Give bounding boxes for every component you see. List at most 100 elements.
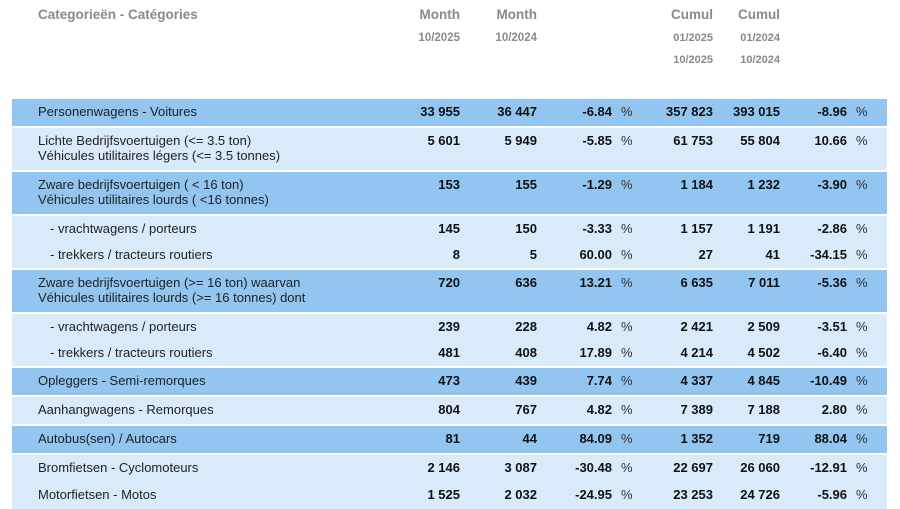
- table-row: - vrachtwagens / porteurs 145 150 -3.33 …: [12, 216, 887, 242]
- month-previous-value: 767: [515, 402, 537, 418]
- table-row: Personenwagens - Voitures 33 955 36 447 …: [12, 99, 887, 126]
- month-pct-change: -3.33: [582, 220, 612, 236]
- cumul-current-period-to: 10/2025: [673, 54, 713, 66]
- cumul-previous-value: 1 232: [747, 177, 780, 192]
- month-previous-value: 439: [515, 373, 537, 389]
- month-previous-value: 5: [529, 246, 537, 262]
- cumul-previous-header: Cumul: [738, 7, 780, 22]
- month-pct-change: -5.85: [582, 133, 612, 148]
- cumul-pct-change: -12.91: [810, 460, 847, 476]
- month-current-value: 153: [438, 177, 460, 192]
- percent-sign: %: [621, 104, 633, 120]
- cumul-pct-change: -2.86: [817, 220, 847, 236]
- cumul-previous-value: 24 726: [740, 487, 780, 503]
- cumul-current-header: Cumul: [671, 7, 713, 22]
- category-label: Personenwagens - Voitures: [38, 104, 197, 120]
- percent-sign: %: [621, 177, 633, 192]
- month-previous-value: 36 447: [497, 104, 537, 120]
- table-row: Zware bedrijfsvoertuigen (>= 16 ton) waa…: [12, 270, 887, 312]
- cumul-current-value: 1 184: [680, 177, 713, 192]
- cumul-pct-change: 2.80: [821, 402, 847, 418]
- category-label: Zware bedrijfsvoertuigen (>= 16 ton) waa…: [38, 275, 306, 305]
- month-current-value: 239: [438, 318, 460, 334]
- cumul-previous-period-from: 01/2024: [740, 32, 780, 44]
- cumul-current-value: 61 753: [673, 133, 713, 148]
- cumul-pct-change: -6.40: [817, 344, 847, 360]
- month-pct-change: 4.82: [586, 318, 612, 334]
- month-previous-value: 3 087: [504, 460, 537, 476]
- month-current-value: 1 525: [427, 487, 460, 503]
- category-label: Aanhangwagens - Remorques: [38, 402, 214, 418]
- month-current-period: 10/2025: [418, 32, 460, 44]
- percent-sign: %: [621, 133, 633, 148]
- cumul-pct-change: 88.04: [814, 431, 847, 447]
- percent-sign: %: [856, 104, 868, 120]
- category-column-header: Categorieën - Catégories: [38, 7, 198, 22]
- month-current-value: 720: [438, 275, 460, 290]
- cumul-previous-value: 26 060: [740, 460, 780, 476]
- category-label: - vrachtwagens / porteurs: [50, 220, 197, 236]
- cumul-pct-change: -5.36: [817, 275, 847, 290]
- percent-sign: %: [621, 373, 633, 389]
- percent-sign: %: [856, 402, 868, 418]
- cumul-current-value: 1 352: [680, 431, 713, 447]
- percent-sign: %: [856, 373, 868, 389]
- cumul-previous-value: 393 015: [733, 104, 780, 120]
- category-label: Bromfietsen - Cyclomoteurs: [38, 460, 199, 476]
- cumul-pct-change: -5.96: [817, 487, 847, 503]
- table-row: Zware bedrijfsvoertuigen ( < 16 ton) Véh…: [12, 172, 887, 214]
- month-pct-change: -24.95: [575, 487, 612, 503]
- table-row: - trekkers / tracteurs routiers 481 408 …: [12, 340, 887, 366]
- cumul-previous-value: 2 509: [747, 318, 780, 334]
- category-label: Autobus(sen) / Autocars: [38, 431, 177, 447]
- month-current-value: 145: [438, 220, 460, 236]
- cumul-pct-change: -34.15: [810, 246, 847, 262]
- category-label: - vrachtwagens / porteurs: [50, 318, 197, 334]
- cumul-current-value: 22 697: [673, 460, 713, 476]
- percent-sign: %: [621, 487, 633, 503]
- cumul-previous-value: 719: [758, 431, 780, 447]
- cumul-current-value: 4 214: [680, 344, 713, 360]
- table-row: Opleggers - Semi-remorques 473 439 7.74 …: [12, 368, 887, 395]
- cumul-previous-value: 4 502: [747, 344, 780, 360]
- percent-sign: %: [621, 275, 633, 290]
- month-previous-header: Month: [496, 7, 537, 22]
- percent-sign: %: [621, 246, 633, 262]
- percent-sign: %: [621, 220, 633, 236]
- month-previous-value: 636: [515, 275, 537, 290]
- table-header: Categorieën - Catégories Month Month Cum…: [12, 0, 887, 97]
- cumul-current-value: 4 337: [680, 373, 713, 389]
- month-current-value: 33 955: [420, 104, 460, 120]
- category-label: Zware bedrijfsvoertuigen ( < 16 ton) Véh…: [38, 177, 269, 207]
- cumul-pct-change: -3.51: [817, 318, 847, 334]
- month-current-value: 804: [438, 402, 460, 418]
- month-current-value: 81: [445, 431, 460, 447]
- cumul-previous-value: 41: [765, 246, 780, 262]
- cumul-previous-value: 4 845: [747, 373, 780, 389]
- category-label: - trekkers / tracteurs routiers: [50, 344, 213, 360]
- month-previous-value: 150: [515, 220, 537, 236]
- month-current-value: 5 601: [427, 133, 460, 148]
- month-previous-value: 44: [522, 431, 537, 447]
- cumul-pct-change: 10.66: [814, 133, 847, 148]
- category-label: Opleggers - Semi-remorques: [38, 373, 206, 389]
- cumul-current-value: 1 157: [680, 220, 713, 236]
- month-current-value: 481: [438, 344, 460, 360]
- table-row: Motorfietsen - Motos 1 525 2 032 -24.95 …: [12, 482, 887, 509]
- cumul-previous-value: 1 191: [747, 220, 780, 236]
- percent-sign: %: [856, 431, 868, 447]
- month-pct-change: 4.82: [586, 402, 612, 418]
- cumul-pct-change: -8.96: [817, 104, 847, 120]
- month-previous-value: 408: [515, 344, 537, 360]
- month-previous-value: 5 949: [504, 133, 537, 148]
- percent-sign: %: [856, 487, 868, 503]
- month-pct-change: -30.48: [575, 460, 612, 476]
- percent-sign: %: [621, 460, 633, 476]
- cumul-current-value: 2 421: [680, 318, 713, 334]
- percent-sign: %: [856, 133, 868, 148]
- table-row: Bromfietsen - Cyclomoteurs 2 146 3 087 -…: [12, 455, 887, 482]
- month-previous-value: 2 032: [504, 487, 537, 503]
- cumul-current-value: 6 635: [680, 275, 713, 290]
- month-pct-change: 17.89: [579, 344, 612, 360]
- percent-sign: %: [856, 275, 868, 290]
